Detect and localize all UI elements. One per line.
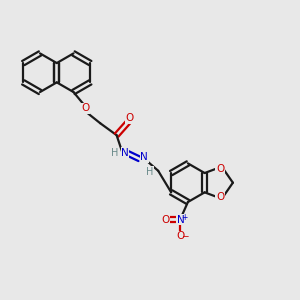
- Text: H: H: [111, 148, 119, 158]
- Text: O: O: [176, 231, 184, 241]
- Text: O: O: [216, 192, 224, 202]
- Text: O: O: [216, 164, 224, 174]
- Text: O: O: [81, 103, 89, 113]
- Text: O: O: [161, 215, 169, 225]
- Text: −: −: [181, 231, 188, 240]
- Text: H: H: [146, 167, 154, 177]
- Text: N: N: [121, 148, 129, 158]
- Text: +: +: [181, 213, 187, 222]
- Text: N: N: [140, 152, 148, 162]
- Text: O: O: [126, 113, 134, 123]
- Text: N: N: [177, 215, 184, 225]
